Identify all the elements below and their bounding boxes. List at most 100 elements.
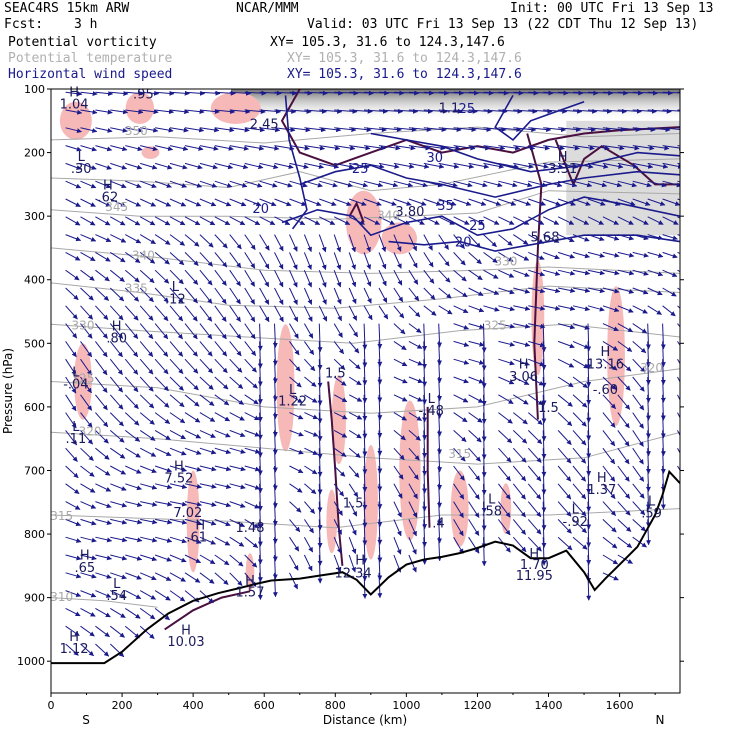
- wind-vector: [587, 108, 613, 114]
- wind-vector: [289, 412, 304, 420]
- wind-vector: [184, 518, 202, 526]
- wind-vector: [65, 180, 82, 189]
- wind-vector: [124, 341, 139, 358]
- wind-vector: [95, 109, 113, 115]
- wind-vector: [154, 287, 169, 303]
- wind-vector: [289, 341, 300, 356]
- theta-label: 345: [105, 200, 128, 214]
- wind-vector: [408, 447, 420, 461]
- wind-vector: [513, 127, 537, 133]
- wind-vector: [110, 90, 129, 96]
- wind-vector: [184, 447, 202, 455]
- wind-vector: [572, 90, 599, 96]
- wind-vector: [274, 180, 293, 188]
- wind-vector: [541, 519, 547, 548]
- theta-contour: [51, 247, 680, 274]
- pv-extremum-label: 3.06: [509, 370, 538, 385]
- wind-vector: [229, 287, 241, 305]
- wind-vector: [542, 216, 560, 225]
- wind-vector: [363, 305, 373, 321]
- wind-vector: [349, 198, 367, 206]
- wind-vector: [468, 180, 488, 188]
- wind-vector: [274, 269, 284, 288]
- wind-vector: [65, 341, 77, 358]
- wind-vector: [617, 483, 631, 499]
- wind-vector: [139, 625, 155, 639]
- wind-vector: [587, 145, 610, 151]
- wind-vector: [139, 607, 156, 620]
- wind-vector: [393, 216, 410, 225]
- wind-vector: [513, 358, 530, 366]
- wind-vector: [408, 376, 424, 384]
- wind-vector: [155, 109, 174, 115]
- wind-vector: [557, 447, 572, 464]
- wind-vector: [80, 234, 97, 242]
- wind-vector: [169, 376, 184, 391]
- wind-vector: [632, 162, 654, 169]
- wind-vector: [154, 429, 171, 441]
- wind-vector: [348, 394, 363, 402]
- wind-vector: [528, 269, 546, 277]
- wind-vector: [109, 287, 125, 302]
- wind-vector: [95, 162, 112, 170]
- wind-vector: [214, 483, 232, 489]
- wind-vector: [80, 483, 96, 493]
- wind-vector: [304, 483, 317, 495]
- wind-vector: [154, 305, 169, 322]
- wind-vector: [214, 376, 229, 390]
- wind-vector: [169, 483, 188, 490]
- wind-vector: [214, 216, 231, 226]
- wind-vector: [557, 430, 572, 445]
- wind-vector: [229, 252, 242, 269]
- wind-vector: [80, 536, 97, 543]
- wind-vector: [244, 554, 258, 568]
- wind-vector: [303, 554, 313, 572]
- wind-vector: [80, 91, 98, 97]
- wind-vector: [527, 519, 542, 535]
- wind-vector: [184, 323, 198, 340]
- x-tick-label: 1200: [463, 699, 491, 712]
- wind-vector: [169, 572, 186, 582]
- wind-speed-contour: [370, 132, 680, 173]
- wind-vector: [244, 162, 264, 170]
- wind-vector: [378, 162, 400, 169]
- wind-vector: [154, 145, 174, 152]
- pv-extremum-label: .58: [481, 505, 502, 520]
- wind-vector: [229, 90, 252, 96]
- wind-vector: [334, 108, 358, 114]
- wind-vector: [124, 269, 140, 283]
- wind-vector: [602, 90, 629, 96]
- wind-vector: [438, 305, 453, 315]
- wind-vector: [453, 108, 478, 114]
- wind-vector: [468, 269, 483, 281]
- wind-vector: [557, 305, 576, 311]
- wind-vector: [154, 572, 172, 581]
- wind-vector: [572, 162, 594, 169]
- wind-vector: [481, 537, 487, 567]
- wind-vector: [289, 216, 306, 226]
- pv-extremum-label: 1.1: [439, 102, 460, 117]
- wind-vector: [557, 323, 576, 330]
- wind-vector: [586, 501, 592, 530]
- wind-vector: [453, 465, 465, 481]
- wind-vector: [660, 448, 666, 474]
- wind-vector: [154, 162, 173, 170]
- wind-vector: [229, 554, 244, 567]
- wind-vector: [377, 412, 383, 438]
- wind-vector: [572, 340, 590, 349]
- wind-vector: [408, 394, 423, 402]
- wind-vector: [572, 358, 589, 369]
- pv-fill-region: [450, 470, 469, 547]
- wind-vector: [557, 180, 578, 188]
- wind-vector: [586, 519, 592, 548]
- wind-vector: [184, 394, 200, 407]
- pv-extremum-label: 1.70: [520, 558, 549, 573]
- wind-vector: [662, 251, 678, 259]
- wind-vector: [572, 412, 587, 427]
- pv-extremum-label: -.48: [419, 404, 444, 419]
- wind-vector: [393, 108, 419, 114]
- wind-vector: [125, 180, 142, 189]
- wind-vector: [498, 198, 517, 206]
- wind-vector: [647, 90, 673, 96]
- wind-vector: [512, 447, 527, 463]
